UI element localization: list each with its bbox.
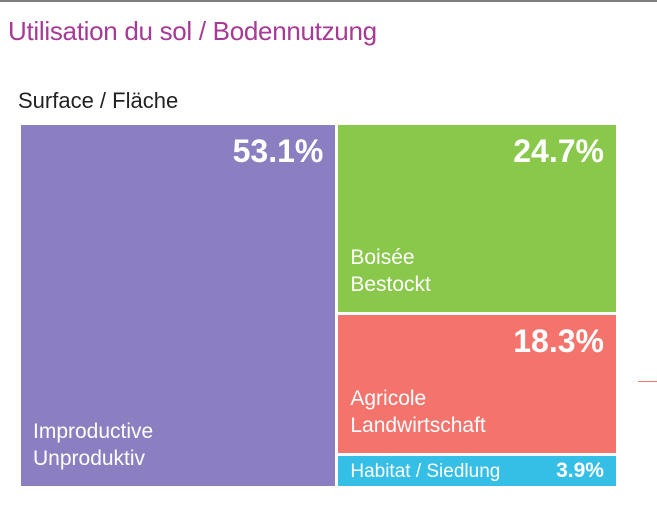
treemap-tile-habitat: 3.9% Habitat / Siedlung <box>338 456 616 486</box>
category-label: Improductive Unproduktiv <box>33 418 153 472</box>
chart-title: Utilisation du sol / Bodennutzung <box>8 16 377 46</box>
category-label-line: Habitat / Siedlung <box>350 460 501 482</box>
treemap-tile-improductive: 53.1% Improductive Unproduktiv <box>21 125 336 486</box>
category-label: Agricole Landwirtschaft <box>350 385 485 439</box>
value-label: 24.7% <box>513 133 604 169</box>
treemap-tile-boisée: 24.7% Boisée Bestockt <box>338 125 616 312</box>
treemap-tile-agricole: 18.3% Agricole Landwirtschaft <box>338 314 616 454</box>
value-label: 53.1% <box>232 133 324 169</box>
category-label-line: Landwirtschaft <box>350 414 486 438</box>
category-label-line: Bestockt <box>350 272 431 296</box>
category-label-line: Agricole <box>350 387 427 411</box>
category-label: Habitat / Siedlung <box>350 456 500 486</box>
category-label-line: Boisée <box>350 245 415 269</box>
side-tick <box>638 381 657 382</box>
top-rule <box>0 0 657 2</box>
category-label-line: Unproduktiv <box>33 447 146 470</box>
category-label: Boisée Bestockt <box>350 244 431 298</box>
value-label: 18.3% <box>513 322 604 359</box>
category-label-line: Improductive <box>33 420 154 443</box>
value-label: 3.9% <box>556 459 604 483</box>
chart-subtitle: Surface / Fläche <box>18 88 179 113</box>
